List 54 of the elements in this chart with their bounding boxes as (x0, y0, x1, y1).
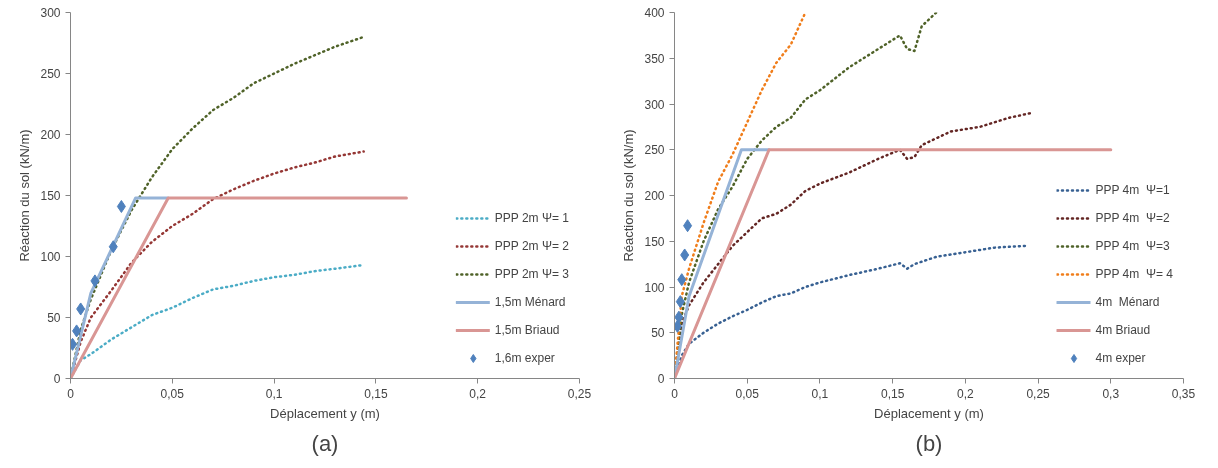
legend-label: PPP 2m Ψ= 1 (494, 211, 569, 225)
y-tick-label: 300 (644, 97, 665, 112)
x-axis-title: Déplacement y (m) (874, 405, 984, 421)
y-tick-label: 100 (40, 250, 61, 264)
y-tick-label: 50 (47, 311, 61, 325)
y-tick-label: 100 (644, 280, 665, 295)
legend-label: 1,5m Ménard (494, 295, 566, 309)
legend-label: 1,5m Briaud (494, 323, 560, 337)
x-tick-label: 0,2 (469, 386, 487, 401)
y-tick-label: 350 (644, 51, 665, 66)
x-tick-label: 0,15 (364, 386, 388, 401)
y-tick-label: 0 (53, 372, 61, 386)
legend-label: 4m Briaud (1095, 323, 1151, 337)
point (674, 310, 684, 324)
y-tick-label: 150 (644, 234, 665, 249)
y-tick-label: 200 (644, 189, 665, 203)
y-axis-title: Réaction du sol (kN/m) (17, 129, 33, 262)
x-tick-label: 0 (67, 386, 75, 401)
x-tick-label: 0,05 (160, 386, 185, 401)
text: (a) (311, 430, 339, 456)
y-tick-label: 150 (40, 189, 61, 203)
legend-label: PPP 4m Ψ=2 (1095, 211, 1170, 225)
y-tick-label: 200 (40, 128, 61, 142)
x-tick-label: 0,1 (265, 386, 283, 401)
point (675, 295, 685, 309)
point (680, 248, 690, 262)
x-tick-label: 0,3 (1102, 386, 1120, 401)
point (683, 219, 693, 233)
x-tick-label: 0,35 (1171, 386, 1196, 401)
y-tick-label: 400 (644, 6, 665, 20)
legend-label: PPP 2m Ψ= 3 (494, 267, 569, 281)
x-tick-label: 0,05 (735, 386, 760, 401)
x-tick-label: 0,25 (567, 386, 592, 401)
legend-label: 1,6m exper (494, 351, 555, 365)
point (677, 273, 687, 287)
y-tick-label: 300 (40, 6, 61, 20)
text: (b) (915, 430, 943, 456)
legend-label: PPP 2m Ψ= 2 (494, 239, 569, 253)
legend-label: PPP 4m Ψ=3 (1095, 239, 1170, 253)
y-tick-label: 0 (657, 372, 665, 386)
x-tick-label: 0,15 (880, 386, 905, 401)
x-tick-label: 0 (671, 386, 679, 401)
x-tick-label: 0,2 (957, 386, 975, 401)
y-tick-label: 50 (651, 326, 665, 341)
y-axis-title: Réaction du sol (kN/m) (621, 129, 637, 262)
x-tick-label: 0,25 (1026, 386, 1051, 401)
legend-label: 4m exper (1095, 351, 1146, 365)
x-tick-label: 0,1 (811, 386, 829, 401)
legend-label: PPP 4m Ψ=1 (1095, 183, 1170, 197)
x-axis-title: Déplacement y (m) (270, 405, 380, 421)
legend-label: PPP 4m Ψ= 4 (1095, 267, 1173, 281)
legend-label: 4m Ménard (1095, 295, 1160, 309)
y-tick-label: 250 (40, 67, 61, 81)
y-tick-label: 250 (644, 143, 665, 158)
